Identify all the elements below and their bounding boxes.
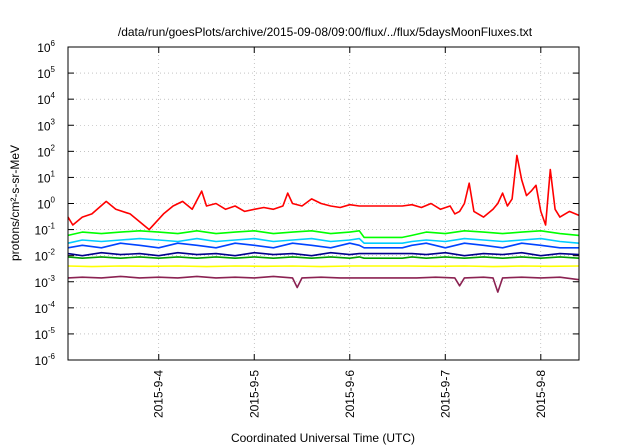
y-tick-label: 100 (37, 196, 55, 212)
y-tick-label: 102 (37, 143, 55, 159)
x-tick-label: 2015-9-8 (534, 370, 548, 418)
x-axis-label: Coordinated Universal Time (UTC) (231, 431, 415, 445)
y-tick-label: 10-6 (35, 352, 56, 368)
series-line-7 (67, 275, 580, 293)
y-tick-label: 10-1 (35, 222, 56, 238)
y-tick-label: 10-4 (35, 300, 56, 316)
y-tick-label: 103 (37, 117, 55, 133)
series-line-4 (67, 251, 580, 257)
y-axis-label: protons/cm²-s-sr-MeV (8, 145, 22, 261)
y-tick-label: 101 (37, 169, 55, 185)
series-line-5 (67, 256, 580, 260)
series-line-2 (67, 237, 580, 244)
chart-title: /data/run/goesPlots/archive/2015-09-08/0… (118, 25, 533, 39)
y-tick-label: 10-5 (35, 326, 56, 342)
x-tick-label: 2015-9-4 (152, 370, 166, 418)
y-tick-label: 10-3 (35, 274, 56, 290)
series-line-6 (67, 265, 580, 268)
series-line-0 (67, 154, 580, 231)
grid-lines (68, 46, 579, 361)
x-axis: 2015-9-4 2015-9-5 2015-9-6 2015-9-7 2015-9-8 (152, 47, 548, 418)
y-tick-label: 105 (37, 65, 55, 81)
y-tick-label: 104 (37, 91, 55, 107)
x-tick-label: 2015-9-7 (438, 370, 452, 418)
y-axis: 106 105 104 103 102 101 100 10-1 10-2 10-3 10-4 10-… (35, 39, 579, 368)
x-tick-label: 2015-9-6 (343, 370, 357, 418)
series-group (67, 154, 580, 293)
series-line-3 (67, 242, 579, 249)
series-line-1 (67, 230, 580, 239)
x-tick-label: 2015-9-5 (247, 370, 261, 418)
y-tick-label: 10-2 (35, 248, 56, 264)
y-tick-label: 106 (37, 39, 55, 55)
